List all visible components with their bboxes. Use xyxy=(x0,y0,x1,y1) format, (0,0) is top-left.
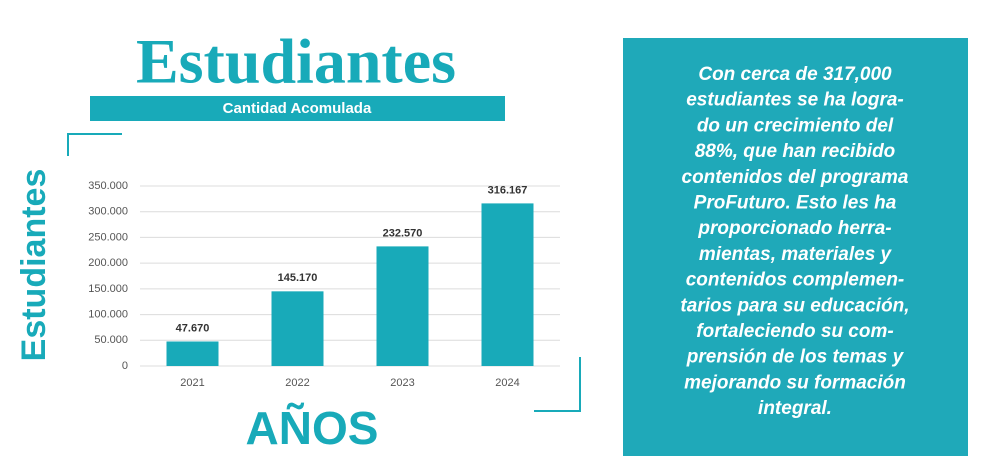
bar xyxy=(376,246,429,366)
y-tick-label: 350.000 xyxy=(88,180,128,192)
y-tick-label: 100.000 xyxy=(88,308,128,320)
note-line: mejorando su formación xyxy=(684,372,906,393)
data-label: 232.570 xyxy=(383,227,423,239)
note-line: tarios para su educación, xyxy=(680,295,909,316)
subtitle-band xyxy=(90,96,505,121)
y-tick-label: 150.000 xyxy=(88,283,128,295)
note-line: contenidos del programa xyxy=(682,167,909,188)
y-tick-label: 300.000 xyxy=(88,206,128,218)
x-tick-label: 2022 xyxy=(285,377,309,389)
chart-title: Estudiantes xyxy=(136,26,456,97)
x-tick-label: 2024 xyxy=(495,377,519,389)
y-tick-label: 0 xyxy=(122,360,128,372)
bar xyxy=(271,291,324,366)
note-line: ProFuturo. Esto les ha xyxy=(694,193,897,214)
y-axis-label: Estudiantes xyxy=(15,169,53,362)
note-line: mientas, materiales y xyxy=(699,244,893,265)
data-label: 47.670 xyxy=(176,322,210,334)
y-tick-label: 250.000 xyxy=(88,231,128,243)
note-line: estudiantes se ha logra- xyxy=(686,90,904,111)
note-line: Con cerca de 317,000 xyxy=(698,64,892,85)
y-tick-label: 200.000 xyxy=(88,257,128,269)
data-label: 145.170 xyxy=(278,272,318,284)
data-label: 316.167 xyxy=(488,184,528,196)
note-box xyxy=(623,38,968,456)
note-line: proporcionado herra- xyxy=(697,218,891,239)
y-tick-label: 50.000 xyxy=(94,334,128,346)
bar xyxy=(166,341,219,366)
x-tick-label: 2021 xyxy=(180,377,204,389)
chart-subtitle: Cantidad Acomulada xyxy=(223,100,372,117)
note-line: 88%, que han recibido xyxy=(695,141,896,162)
note-line: contenidos complemen- xyxy=(686,270,905,291)
note-line: integral. xyxy=(758,398,832,419)
note-line: do un crecimiento del xyxy=(697,115,894,136)
note-line: fortaleciendo su com- xyxy=(696,321,893,342)
x-axis-label: AÑOS xyxy=(246,402,379,454)
note-line: prensión de los temas y xyxy=(686,347,905,368)
bar xyxy=(481,203,534,366)
x-tick-label: 2023 xyxy=(390,377,414,389)
corner-bracket xyxy=(534,357,581,412)
corner-bracket xyxy=(67,133,122,156)
